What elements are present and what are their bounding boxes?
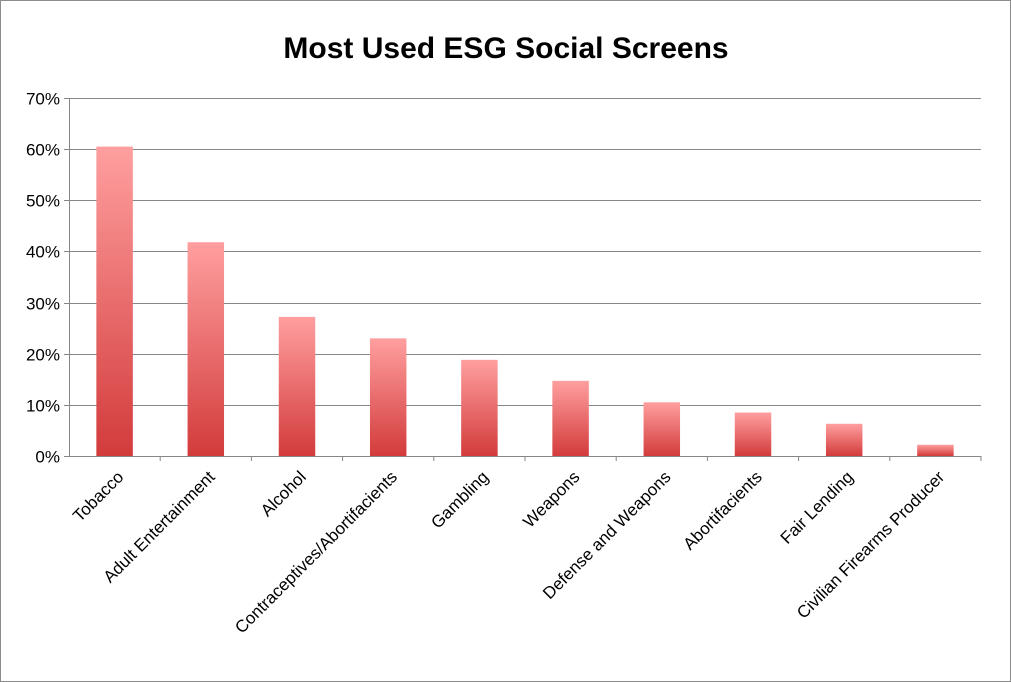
y-tick-label: 30% xyxy=(26,295,60,314)
y-tick-label: 20% xyxy=(26,346,60,365)
y-axis-ticks: 0% 10% 20% 30% 40% 50% 60% 70% xyxy=(26,90,69,467)
y-tick-label: 70% xyxy=(26,90,60,109)
bar xyxy=(917,444,954,456)
y-tick-label: 0% xyxy=(35,448,60,467)
x-category-label: Tobacco xyxy=(69,467,127,525)
x-category-label: Alcohol xyxy=(257,467,310,520)
bar xyxy=(734,412,772,456)
bar xyxy=(96,146,133,457)
y-tick-label: 40% xyxy=(26,243,60,262)
bar xyxy=(278,316,316,456)
chart-title: Most Used ESG Social Screens xyxy=(283,32,728,65)
bar xyxy=(187,242,225,456)
y-tick-label: 50% xyxy=(26,192,60,211)
bar xyxy=(643,402,681,456)
x-category-label: Fair Lending xyxy=(777,467,857,547)
bars xyxy=(96,146,982,461)
x-category-label: Weapons xyxy=(519,467,583,531)
bar xyxy=(825,423,863,456)
y-tick-label: 10% xyxy=(26,397,60,416)
bar xyxy=(461,359,498,456)
axes xyxy=(69,98,981,457)
x-category-label: Abortifacients xyxy=(680,467,766,553)
x-category-label: Contraceptives/Abortifacients xyxy=(231,467,401,637)
y-tick-label: 60% xyxy=(26,141,60,160)
x-category-label: Gambling xyxy=(427,467,492,532)
bar xyxy=(369,338,407,456)
bar xyxy=(552,380,589,456)
x-category-label: Civilian Firearms Producer xyxy=(793,467,948,622)
